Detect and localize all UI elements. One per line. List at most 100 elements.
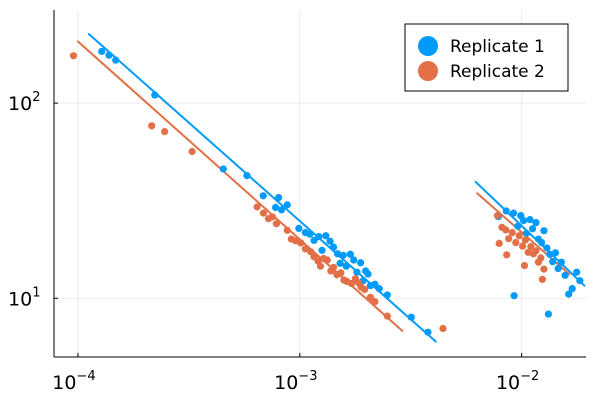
data-point-series-1 [424,328,432,336]
legend-marker-2 [418,61,438,81]
data-layer [69,33,586,343]
data-point-series-1 [502,207,510,215]
data-point-series-1 [339,251,347,259]
data-point-series-2 [532,247,540,255]
data-point-series-1 [551,249,560,257]
data-point-series-1 [371,280,379,288]
data-point-series-2 [253,203,261,211]
data-point-series-1 [576,277,584,285]
data-point-series-2 [161,127,169,136]
data-point-series-2 [297,239,305,247]
data-point-series-2 [503,251,511,259]
data-point-series-2 [439,324,447,333]
legend-marker-1 [418,36,438,56]
data-point-series-2 [537,254,545,262]
data-point-series-1 [329,243,338,251]
x-tick-label: 10−4 [52,369,95,394]
data-point-series-2 [283,226,291,234]
data-point-series-1 [375,285,383,293]
data-point-series-2 [527,242,535,251]
data-point-series-2 [538,275,546,283]
data-point-series-2 [268,213,276,221]
axes: 10−4 10−3 10−2 101 102 [8,10,586,394]
data-point-series-1 [514,222,522,230]
data-point-series-2 [337,269,345,277]
data-point-series-2 [371,298,379,306]
data-point-series-1 [277,206,286,214]
data-point-series-1 [310,236,318,244]
data-point-series-2 [383,312,391,320]
data-point-series-1 [383,291,391,299]
data-point-series-2 [301,245,310,253]
data-point-series-1 [554,264,562,273]
data-point-series-1 [350,256,358,264]
data-point-series-2 [366,293,374,302]
data-point-series-2 [259,209,268,217]
data-point-series-1 [342,262,350,270]
data-point-series-1 [526,215,534,224]
y-tick-label: 102 [8,90,40,115]
data-point-series-2 [540,265,548,273]
data-point-series-1 [219,165,227,173]
data-point-series-2 [508,228,516,237]
data-point-series-2 [521,236,530,244]
data-point-series-1 [353,268,361,276]
data-point-series-2 [495,239,503,248]
fit-line-2-1 [76,40,404,332]
data-point-series-2 [272,220,281,228]
data-point-series-2 [329,263,338,271]
data-point-series-1 [346,250,354,258]
data-point-series-1 [532,219,540,227]
data-point-series-1 [565,290,573,298]
data-point-series-1 [295,224,303,233]
data-point-series-2 [512,238,520,247]
data-point-series-1 [364,270,372,278]
data-point-series-1 [151,91,159,99]
legend: Replicate 1 Replicate 2 [404,23,569,92]
data-point-series-1 [573,268,581,276]
data-point-series-2 [148,122,156,130]
data-point-series-2 [361,285,369,294]
data-point-series-2 [69,52,78,60]
data-point-series-1 [322,232,330,240]
data-point-series-1 [326,237,334,245]
data-point-series-1 [105,51,113,59]
data-point-series-1 [522,229,530,237]
data-point-series-2 [307,248,315,256]
data-point-series-1 [543,244,551,252]
data-point-series-2 [188,147,196,156]
x-tick-label: 10−3 [274,369,317,394]
data-point-series-2 [515,232,523,240]
data-point-series-1 [275,193,283,202]
x-tick-label: 10−2 [496,369,539,394]
data-point-series-1 [112,56,120,64]
data-point-series-1 [519,216,528,225]
data-point-series-1 [306,230,314,238]
data-point-series-1 [544,310,553,318]
data-point-series-1 [528,225,537,233]
data-point-series-1 [357,259,365,267]
data-point-series-2 [493,212,502,220]
data-point-series-1 [283,201,291,209]
legend-label-2: Replicate 2 [450,62,545,82]
data-point-series-1 [272,203,280,212]
data-point-series-2 [519,242,527,250]
data-point-series-1 [243,172,251,180]
fit-line-1-1 [87,33,437,343]
data-point-series-1 [537,238,546,247]
data-point-series-1 [540,227,548,235]
data-point-series-1 [98,47,106,56]
data-point-series-1 [336,259,344,267]
data-point-series-1 [557,258,565,266]
data-point-series-1 [510,292,518,300]
data-point-series-1 [509,209,518,217]
data-point-series-2 [323,256,331,264]
data-point-series-1 [333,250,342,258]
data-point-series-1 [407,313,415,321]
data-point-series-1 [315,232,323,241]
data-point-series-2 [505,235,513,243]
data-point-series-1 [568,285,576,293]
fit-line-1-2 [474,180,586,287]
data-point-series-2 [347,279,356,288]
